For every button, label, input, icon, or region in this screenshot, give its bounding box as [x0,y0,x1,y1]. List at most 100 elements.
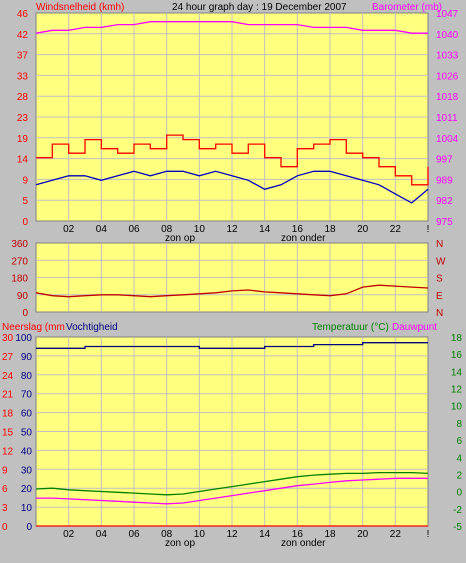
wind-gust-line [36,134,429,186]
dewpoint-line [36,477,428,505]
rain-tick-label: 24 [2,371,14,382]
wind-tick-label: 42 [17,30,29,41]
humidity-tick-label: 30 [21,465,33,476]
temperature-tick-label: -5 [453,522,462,533]
x-tick-label: 02 [63,529,75,540]
rain-tick-label: 6 [2,484,8,495]
wind-tick-label: 5 [22,196,28,207]
wind-tick-label: 23 [17,113,29,124]
humidity-tick-label: 90 [21,352,33,363]
humidity-tick-label: 60 [21,409,33,420]
rain-tick-label: 3 [2,503,8,514]
x-tick-label: ! [427,224,430,235]
humidity-tick-label: 80 [21,371,33,382]
temperature-tick-label: 10 [451,402,463,413]
temperature-line [35,471,429,496]
temperature-tick-label: 6 [456,436,462,447]
wind-tick-label: 19 [17,134,29,145]
humidity-axis-label: Vochtigheid [66,322,118,333]
direction-tick-label: 0 [22,308,28,319]
temperature-tick-label: 16 [451,350,463,361]
compass-tick-label: N [436,308,443,319]
x-tick-label: 22 [390,529,402,540]
wind-axis-label: Windsnelheid (kmh) [36,2,124,13]
barometer-line [35,21,428,34]
compass-tick-label: E [436,291,443,302]
rain-tick-label: 12 [2,446,14,457]
rain-tick-label: 9 [2,465,8,476]
x-tick-label: 08 [161,224,173,235]
rain-tick-label: 27 [2,352,14,363]
rain-tick-label: 30 [2,333,14,344]
humidity-tick-label: 70 [21,390,33,401]
climate-panel-grid [36,337,428,526]
barometer-tick-label: 989 [436,175,453,186]
wind-tick-label: 28 [17,92,29,103]
climate-x-axis: 02 04 06 08 10 12 14 16 18 20 22! [63,529,429,540]
x-tick-label: 14 [259,224,271,235]
wind-average-line [35,170,429,204]
dewpoint-axis-label: Dauwpunt [392,322,437,333]
direction-tick-label: 360 [11,239,28,250]
x-tick-label: 14 [259,529,271,540]
x-tick-label: 04 [96,224,108,235]
temperature-tick-label: 14 [451,367,463,378]
wind-tick-label: 46 [17,9,29,20]
x-tick-label: 08 [161,529,173,540]
x-tick-label: 12 [226,529,238,540]
x-tick-label: 20 [357,224,369,235]
x-tick-label: 22 [390,224,402,235]
chart-title: 24 hour graph day : 19 December 2007 [172,2,347,13]
temperature-tick-label: 0 [456,488,462,499]
humidity-tick-label: 50 [21,428,33,439]
barometer-tick-label: 1040 [436,30,459,41]
x-tick-label: 18 [324,529,336,540]
humidity-tick-label: 100 [15,333,32,344]
sunrise-label-2: zon op [165,538,195,549]
rain-tick-label: 21 [2,390,14,401]
rain-tick-label: 15 [2,428,14,439]
temperature-right-axis: 18 16 14 12 10 8 6 4 2 0 -2 -5 [451,333,463,533]
rain-axis-label: Neerslag (mm [2,322,65,333]
wind-left-axis: 46 42 37 33 28 23 19 14 9 5 0 [17,9,29,228]
wind-tick-label: 9 [22,175,28,186]
temperature-tick-label: 2 [456,470,462,481]
x-tick-label: 10 [194,224,206,235]
barometer-right-axis: 1047 1040 1033 1026 1018 1011 1004 997 989 982 975 [436,9,459,228]
barometer-tick-label: 975 [436,217,453,228]
temperature-tick-label: 8 [456,419,462,430]
barometer-tick-label: 997 [436,155,453,166]
barometer-tick-label: 1004 [436,134,459,145]
barometer-tick-label: 982 [436,196,453,207]
wind-panel-grid [36,13,428,221]
wind-direction-line [35,284,429,298]
x-tick-label: 16 [292,224,304,235]
wind-tick-label: 37 [17,51,29,62]
x-tick-label: 18 [324,224,336,235]
temperature-tick-label: 4 [456,453,462,464]
barometer-tick-label: 1033 [436,51,459,62]
humidity-line [36,342,428,349]
barometer-tick-label: 1018 [436,92,459,103]
direction-tick-label: 180 [11,274,28,285]
compass-tick-label: S [436,274,443,285]
wind-panel-lines [35,21,429,204]
x-tick-label: 12 [226,224,238,235]
direction-panel-lines [35,284,429,298]
x-tick-label: ! [427,529,430,540]
compass-tick-label: N [436,239,443,250]
wind-x-axis: 02 04 06 08 10 12 14 16 18 20 22! [63,224,429,235]
temperature-tick-label: -2 [453,505,462,516]
barometer-axis-label: Barometer (mb) [372,2,442,13]
x-tick-label: 20 [357,529,369,540]
humidity-tick-label: 10 [21,503,33,514]
x-tick-label: 02 [63,224,75,235]
direction-left-axis: 360 270 180 90 0 [11,239,28,319]
x-tick-label: 10 [194,529,206,540]
sunrise-label-1: zon op [165,233,195,244]
climate-panel-lines [35,342,429,527]
